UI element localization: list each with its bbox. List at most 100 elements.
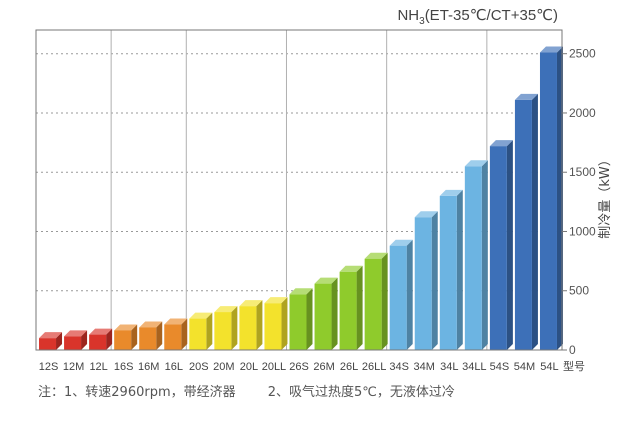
y-tick-label: 2500	[569, 47, 596, 61]
bar-side	[556, 46, 563, 350]
bar-front	[414, 217, 432, 350]
bar-54M	[514, 93, 538, 350]
category-label: 20LL	[262, 361, 286, 373]
bar-front	[489, 146, 507, 350]
y-tick-label: 1000	[569, 224, 596, 238]
category-label: 34LL	[462, 361, 486, 373]
bar-side	[156, 321, 163, 350]
bar-side	[106, 328, 113, 350]
bar-side	[131, 324, 138, 350]
bar-side	[506, 140, 513, 350]
bar-20LL	[264, 297, 288, 350]
y-tick-label: 1500	[569, 165, 596, 179]
bar-26L	[339, 265, 363, 350]
category-label: 12S	[39, 361, 59, 373]
bar-top	[314, 277, 338, 284]
bar-26LL	[364, 252, 388, 350]
bar-top	[289, 288, 313, 295]
category-labels: 12S 12M 12L 16S 16M 16L 20S 20M 20L 20LL 26S 26M 26L…	[39, 361, 559, 373]
category-label: 34M	[414, 361, 435, 373]
bar-20L	[239, 300, 263, 350]
bar-front	[539, 52, 557, 350]
category-label: 26M	[313, 361, 334, 373]
y-tick-label: 0	[569, 343, 576, 357]
bar-34L	[439, 189, 463, 350]
bar-side	[331, 277, 338, 350]
category-label: 34S	[389, 361, 409, 373]
bar-front	[464, 166, 482, 350]
bar-side	[81, 330, 88, 350]
bar-top	[39, 332, 63, 339]
category-label: 54M	[514, 361, 535, 373]
bar-16M	[139, 321, 163, 350]
bar-top	[514, 93, 538, 100]
bar-top	[339, 265, 363, 272]
bar-front	[89, 334, 107, 350]
category-label: 26LL	[362, 361, 386, 373]
bar-front	[189, 318, 207, 350]
bar-top	[389, 239, 413, 246]
y-tick-label: 2000	[569, 106, 596, 120]
plot-frame	[35, 29, 563, 351]
bar-side	[406, 239, 413, 350]
bar-16L	[164, 318, 188, 350]
category-label: 12L	[89, 361, 107, 373]
chart-title: NH3(ET-35℃/CT+35℃)	[397, 7, 558, 27]
category-label: 20L	[240, 361, 258, 373]
y-axis-label: 制冷量（kW）	[598, 153, 613, 238]
category-label: 20M	[213, 361, 234, 373]
bar-26M	[314, 277, 338, 350]
footnote-2: 2、吸气过热度5℃，无液体过冷	[267, 385, 455, 400]
category-label: 26L	[340, 361, 358, 373]
bar-20M	[214, 306, 238, 350]
bar-12M	[64, 330, 88, 350]
bar-top	[414, 211, 438, 218]
bar-front	[289, 294, 307, 350]
bar-top	[439, 189, 463, 196]
bar-side	[381, 252, 388, 350]
y-tick-labels: 0 500 1000 1500 2000 2500	[562, 47, 596, 357]
bar-side	[181, 318, 188, 350]
bar-top	[464, 160, 488, 167]
category-label: 34L	[440, 361, 458, 373]
y-tick-label: 500	[569, 284, 589, 298]
bar-34S	[389, 239, 413, 350]
bar-top	[189, 312, 213, 319]
bar-side	[431, 211, 438, 350]
bar-top	[239, 300, 263, 307]
bar-front	[164, 324, 182, 350]
category-label: 16S	[114, 361, 134, 373]
bar-top	[264, 297, 288, 304]
bar-front	[314, 283, 332, 350]
category-label: 16M	[138, 361, 159, 373]
bar-front	[139, 327, 157, 350]
x-axis-label: 型号	[563, 359, 585, 373]
bar-front	[239, 306, 257, 350]
bar-front	[114, 330, 132, 350]
bar-front	[364, 258, 382, 350]
category-label: 54L	[540, 361, 558, 373]
footnote: 注：1、转速2960rpm，带经济器 2、吸气过热度5℃，无液体过冷	[38, 381, 483, 400]
bar-top	[139, 321, 163, 328]
bar-34LL	[464, 160, 488, 350]
bar-front	[339, 271, 357, 350]
bar-front	[514, 99, 532, 350]
bar-12S	[39, 332, 63, 350]
bar-side	[531, 93, 538, 350]
bar-front	[264, 303, 282, 350]
bar-side	[306, 288, 313, 350]
bar-top	[214, 306, 238, 313]
bar-top	[539, 46, 563, 53]
bar-12L	[89, 328, 113, 350]
bar-top	[114, 324, 138, 331]
bar-54L	[539, 46, 563, 350]
category-label: 54S	[490, 361, 510, 373]
bar-top	[489, 140, 513, 147]
bar-front	[39, 338, 57, 350]
bar-top	[89, 328, 113, 335]
bar-side	[256, 300, 263, 350]
bar-16S	[114, 324, 138, 350]
bar-side	[456, 189, 463, 350]
bar-side	[231, 306, 238, 350]
